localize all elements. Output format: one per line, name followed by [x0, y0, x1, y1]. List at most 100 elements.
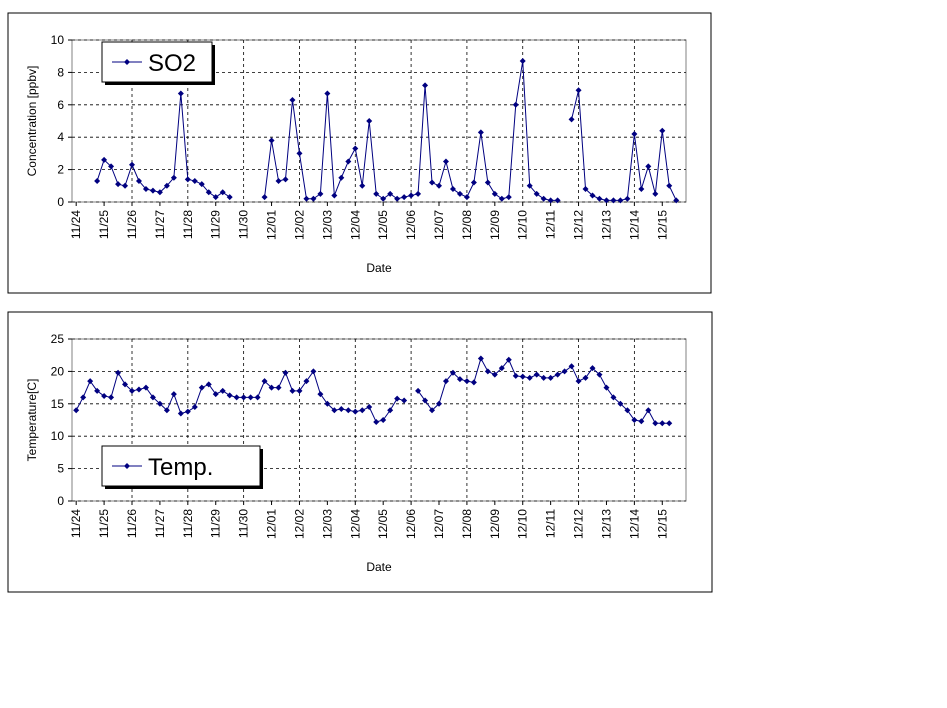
data-point [324, 90, 331, 97]
data-point [519, 58, 526, 65]
data-point [498, 195, 505, 202]
data-point [631, 417, 638, 423]
x-tick-label: 11/26 [125, 210, 139, 239]
x-axis-label: Date [366, 261, 392, 275]
data-point [442, 378, 449, 385]
data-point [491, 190, 498, 197]
data-point [324, 400, 331, 407]
data-point [652, 420, 659, 427]
data-point [191, 404, 198, 411]
data-point [387, 190, 394, 197]
data-point [582, 374, 589, 381]
x-tick-label: 12/08 [460, 509, 474, 539]
data-point [470, 179, 477, 186]
x-tick-label: 12/10 [516, 210, 530, 240]
data-point [331, 192, 338, 199]
y-tick-label: 10 [51, 429, 65, 443]
data-point [184, 408, 191, 415]
x-tick-label: 12/11 [544, 509, 558, 538]
data-point [233, 394, 240, 401]
data-point [135, 177, 142, 184]
data-point [456, 190, 463, 197]
data-point [533, 190, 540, 197]
x-tick-label: 12/12 [572, 509, 586, 539]
x-tick-label: 12/05 [376, 509, 390, 539]
data-point [449, 186, 456, 193]
data-point [505, 194, 512, 201]
data-point [345, 158, 352, 165]
data-point [645, 407, 652, 414]
legend-label: SO2 [148, 50, 196, 77]
data-point [638, 418, 645, 425]
x-tick-label: 12/03 [320, 509, 334, 539]
data-point [254, 394, 261, 401]
x-tick-label: 12/14 [627, 509, 641, 539]
x-tick-label: 12/09 [488, 509, 502, 539]
data-point [205, 189, 212, 196]
x-tick-label: 12/06 [404, 210, 418, 240]
data-point [645, 163, 652, 170]
data-point [317, 391, 324, 398]
data-point [226, 194, 233, 201]
data-point [87, 378, 94, 385]
data-point [170, 174, 177, 181]
data-point [540, 374, 547, 381]
data-point [394, 195, 401, 202]
x-tick-label: 11/30 [237, 509, 251, 538]
data-point [177, 410, 184, 417]
y-tick-label: 0 [57, 494, 64, 508]
data-point [122, 381, 129, 388]
y-tick-label: 10 [51, 33, 65, 47]
data-point [198, 181, 205, 188]
data-point [422, 397, 429, 404]
x-tick-label: 12/02 [292, 509, 306, 539]
data-point [205, 381, 212, 388]
x-tick-label: 12/15 [655, 509, 669, 539]
data-point [638, 186, 645, 193]
data-point [380, 195, 387, 202]
x-tick-label: 12/13 [599, 210, 613, 240]
data-point [359, 182, 366, 189]
data-point [129, 387, 136, 394]
data-point [156, 189, 163, 196]
data-point [449, 369, 456, 376]
data-point [296, 387, 303, 394]
x-tick-label: 11/24 [69, 210, 83, 239]
legend-box [101, 445, 261, 487]
data-point [512, 101, 519, 108]
x-tick-label: 12/01 [265, 210, 279, 240]
data-point [589, 365, 596, 372]
data-point [394, 395, 401, 402]
y-axis-label: Concentration [ppbv] [25, 66, 39, 177]
data-point [282, 176, 289, 183]
x-tick-label: 12/09 [488, 210, 502, 240]
data-point [659, 420, 666, 427]
data-point [352, 145, 359, 152]
data-point [436, 182, 443, 189]
x-tick-label: 11/24 [69, 509, 83, 538]
y-tick-label: 2 [57, 163, 64, 177]
data-point [303, 378, 310, 385]
y-tick-label: 6 [57, 98, 64, 112]
y-tick-label: 5 [57, 462, 64, 476]
data-point [108, 394, 115, 401]
data-point [240, 394, 247, 401]
data-point [415, 190, 422, 197]
data-point [596, 195, 603, 202]
data-point [624, 195, 631, 202]
data-point [261, 378, 268, 385]
data-point [547, 197, 554, 204]
x-tick-label: 12/02 [292, 210, 306, 240]
data-point [142, 384, 149, 391]
data-point [310, 368, 317, 375]
data-point [610, 197, 617, 204]
data-point [484, 179, 491, 186]
data-point [491, 371, 498, 378]
data-point [191, 177, 198, 184]
x-tick-label: 12/11 [544, 210, 558, 239]
data-point [554, 197, 561, 204]
data-point [317, 190, 324, 197]
data-point [129, 161, 136, 168]
data-point [338, 174, 345, 181]
